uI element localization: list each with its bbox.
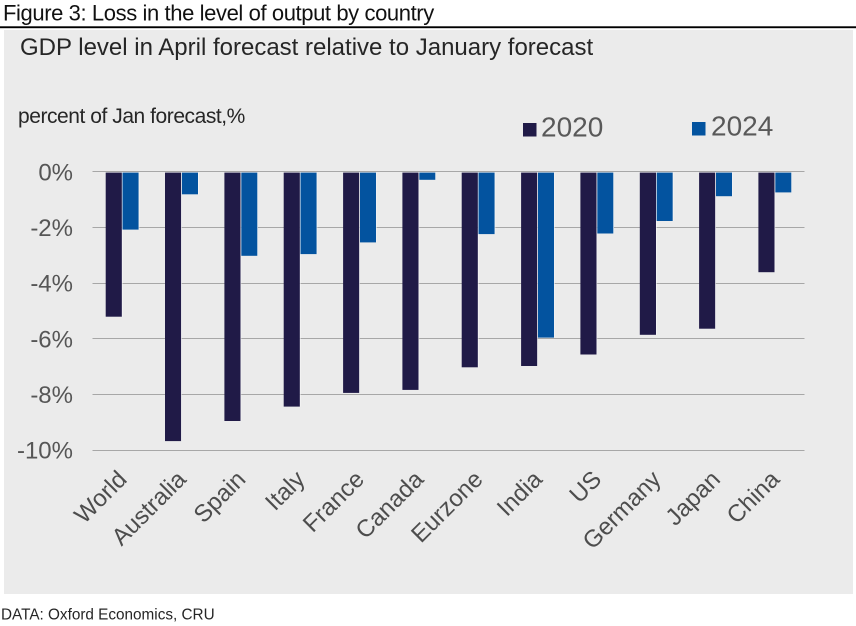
svg-text:-4%: -4%: [30, 271, 73, 298]
svg-text:-8%: -8%: [30, 382, 73, 409]
svg-text:Figure 3: Loss in the level of: Figure 3: Loss in the level of output by…: [3, 1, 434, 26]
svg-text:percent of Jan forecast,%: percent of Jan forecast,%: [18, 105, 245, 128]
svg-text:-6%: -6%: [30, 326, 73, 353]
svg-text:2020: 2020: [541, 111, 603, 142]
svg-text:DATA: Oxford Economics, CRU: DATA: Oxford Economics, CRU: [1, 607, 215, 624]
svg-text:2024: 2024: [711, 111, 773, 142]
svg-text:-10%: -10%: [17, 438, 73, 465]
svg-text:-2%: -2%: [30, 215, 73, 242]
svg-text:GDP level in April forecast re: GDP level in April forecast relative to …: [20, 34, 593, 61]
svg-text:0%: 0%: [38, 160, 73, 187]
